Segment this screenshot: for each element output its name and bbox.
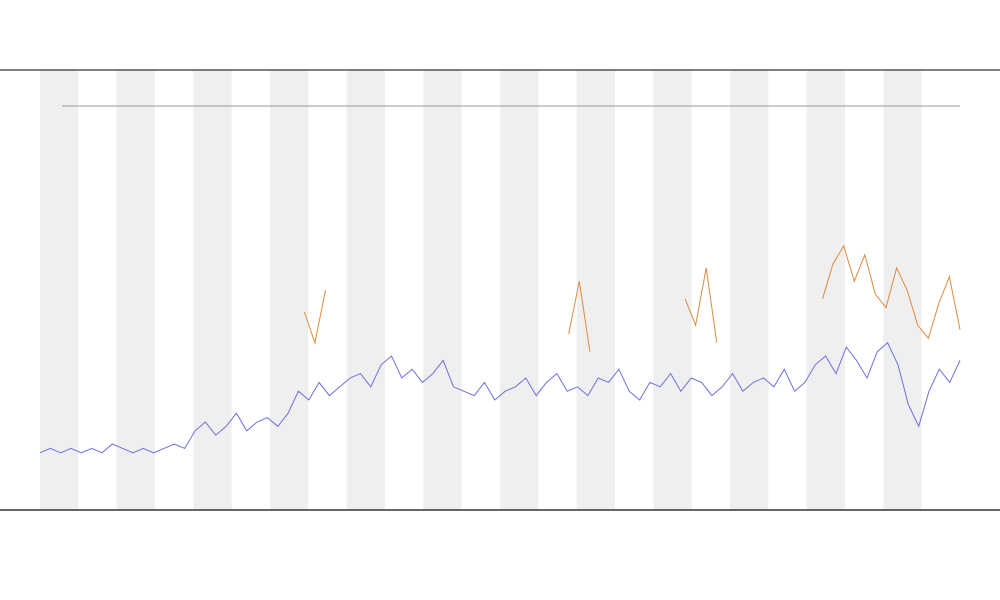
band [193, 70, 232, 510]
band [883, 70, 922, 510]
series-line [39, 341, 961, 454]
band [116, 70, 155, 510]
band [423, 70, 462, 510]
band [40, 70, 79, 510]
band [576, 70, 615, 510]
band [653, 70, 692, 510]
series-line [303, 244, 961, 352]
band [346, 70, 385, 510]
band [270, 70, 309, 510]
band [730, 70, 769, 510]
band [500, 70, 539, 510]
band [806, 70, 845, 510]
